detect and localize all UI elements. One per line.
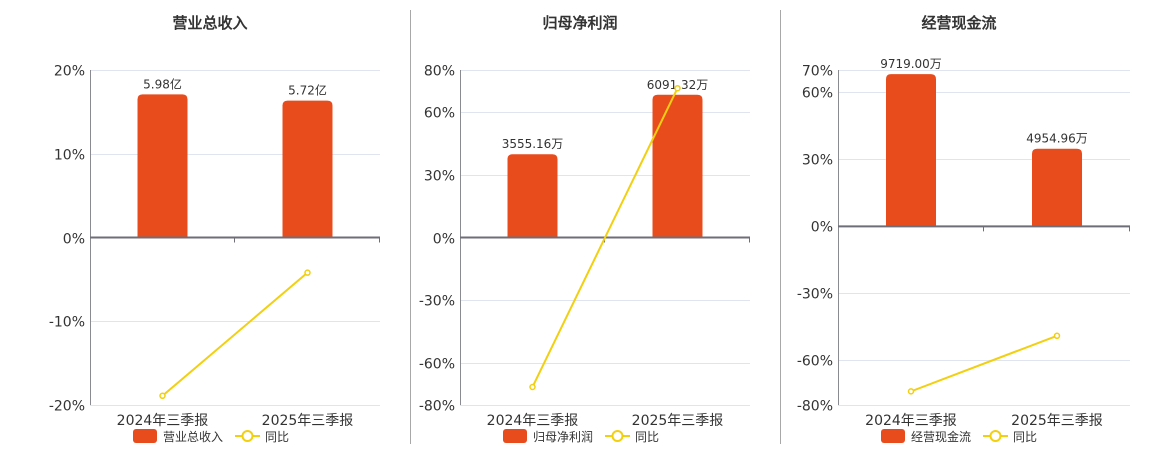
y-tick-label: -60% bbox=[797, 354, 833, 370]
yoy-line bbox=[531, 87, 679, 388]
legend-line-label: 同比 bbox=[635, 430, 659, 444]
y-tick-label: 0% bbox=[811, 220, 833, 236]
legend-bar-label: 归母净利润 bbox=[533, 430, 593, 444]
bar-value-label: 3555.16万 bbox=[502, 137, 564, 151]
bar bbox=[282, 100, 333, 238]
x-category-label: 2025年三季报 bbox=[632, 413, 724, 429]
chart-panel-3: 经营现金流 70% 60% 30% 0% -30% -60% -80% 9719.00万 2024… bbox=[797, 14, 1130, 444]
x-category-label: 2024年三季报 bbox=[487, 413, 579, 429]
chart-title: 经营现金流 bbox=[921, 14, 996, 32]
y-tick-label: -60% bbox=[419, 357, 455, 373]
chart-panel-1: 营业总收入 20% 10% 0% -10% -20% 5.98亿 2024年三季报 5.72亿 2… bbox=[49, 14, 380, 444]
y-tick-label: -80% bbox=[797, 399, 833, 415]
yoy-point bbox=[907, 388, 915, 395]
legend-bar-swatch bbox=[133, 429, 157, 443]
x-category-label: 2024年三季报 bbox=[117, 413, 209, 429]
yoy-point bbox=[159, 392, 166, 400]
bar-value-label: 6091.32万 bbox=[647, 78, 709, 92]
bar bbox=[137, 94, 188, 238]
y-tick-label: 20% bbox=[54, 64, 85, 80]
x-category-label: 2025年三季报 bbox=[1011, 413, 1103, 429]
y-tick-label: 80% bbox=[424, 64, 455, 80]
y-tick-label: -30% bbox=[797, 287, 833, 303]
y-tick-label: -10% bbox=[49, 315, 85, 331]
y-tick-label: 30% bbox=[802, 153, 833, 169]
y-tick-label: 60% bbox=[424, 106, 455, 122]
legend-bar-label: 经营现金流 bbox=[911, 429, 971, 444]
legend-line-label: 同比 bbox=[1013, 430, 1037, 444]
bar-value-label: 9719.00万 bbox=[880, 57, 942, 71]
y-tick-label: -80% bbox=[419, 399, 455, 415]
y-tick-label: -20% bbox=[49, 399, 85, 415]
legend-bar-swatch bbox=[503, 429, 527, 443]
x-category-label: 2024年三季报 bbox=[865, 413, 957, 429]
chart-title: 归母净利润 bbox=[542, 14, 617, 32]
yoy-point bbox=[674, 84, 681, 92]
y-tick-label: 60% bbox=[802, 86, 833, 102]
bar-value-label: 4954.96万 bbox=[1026, 132, 1088, 146]
legend-line-marker bbox=[989, 430, 1002, 442]
legend-line-marker bbox=[611, 430, 624, 442]
yoy-line bbox=[910, 334, 1058, 393]
y-tick-label: 0% bbox=[63, 232, 85, 248]
legend-line-marker bbox=[241, 430, 254, 442]
y-tick-label: 10% bbox=[54, 148, 85, 164]
chart-panel-2: 归母净利润 80% 60% 30% 0% -30% -60% -80% 3555.16万 2024… bbox=[419, 14, 750, 444]
bar-value-label: 5.72亿 bbox=[288, 83, 327, 98]
y-tick-label: 30% bbox=[424, 169, 455, 185]
yoy-point bbox=[529, 383, 536, 391]
bar bbox=[652, 94, 703, 238]
legend: 归母净利润 同比 bbox=[503, 429, 659, 444]
bar bbox=[886, 74, 936, 227]
bar bbox=[507, 154, 558, 238]
legend: 经营现金流 同比 bbox=[881, 429, 1037, 444]
legend-line-label: 同比 bbox=[265, 430, 289, 444]
chart-title: 营业总收入 bbox=[172, 14, 247, 32]
legend-bar-swatch bbox=[881, 429, 905, 443]
y-tick-label: -30% bbox=[419, 294, 455, 310]
bar-value-label: 5.98亿 bbox=[143, 76, 182, 91]
legend: 营业总收入 同比 bbox=[133, 429, 289, 444]
y-tick-label: 0% bbox=[433, 232, 455, 248]
y-tick-label: 70% bbox=[802, 64, 833, 80]
yoy-point bbox=[304, 269, 311, 276]
legend-bar-label: 营业总收入 bbox=[163, 430, 223, 444]
x-category-label: 2025年三季报 bbox=[262, 413, 354, 429]
yoy-line bbox=[161, 271, 309, 397]
yoy-point bbox=[1053, 332, 1061, 340]
bar bbox=[1032, 148, 1082, 227]
